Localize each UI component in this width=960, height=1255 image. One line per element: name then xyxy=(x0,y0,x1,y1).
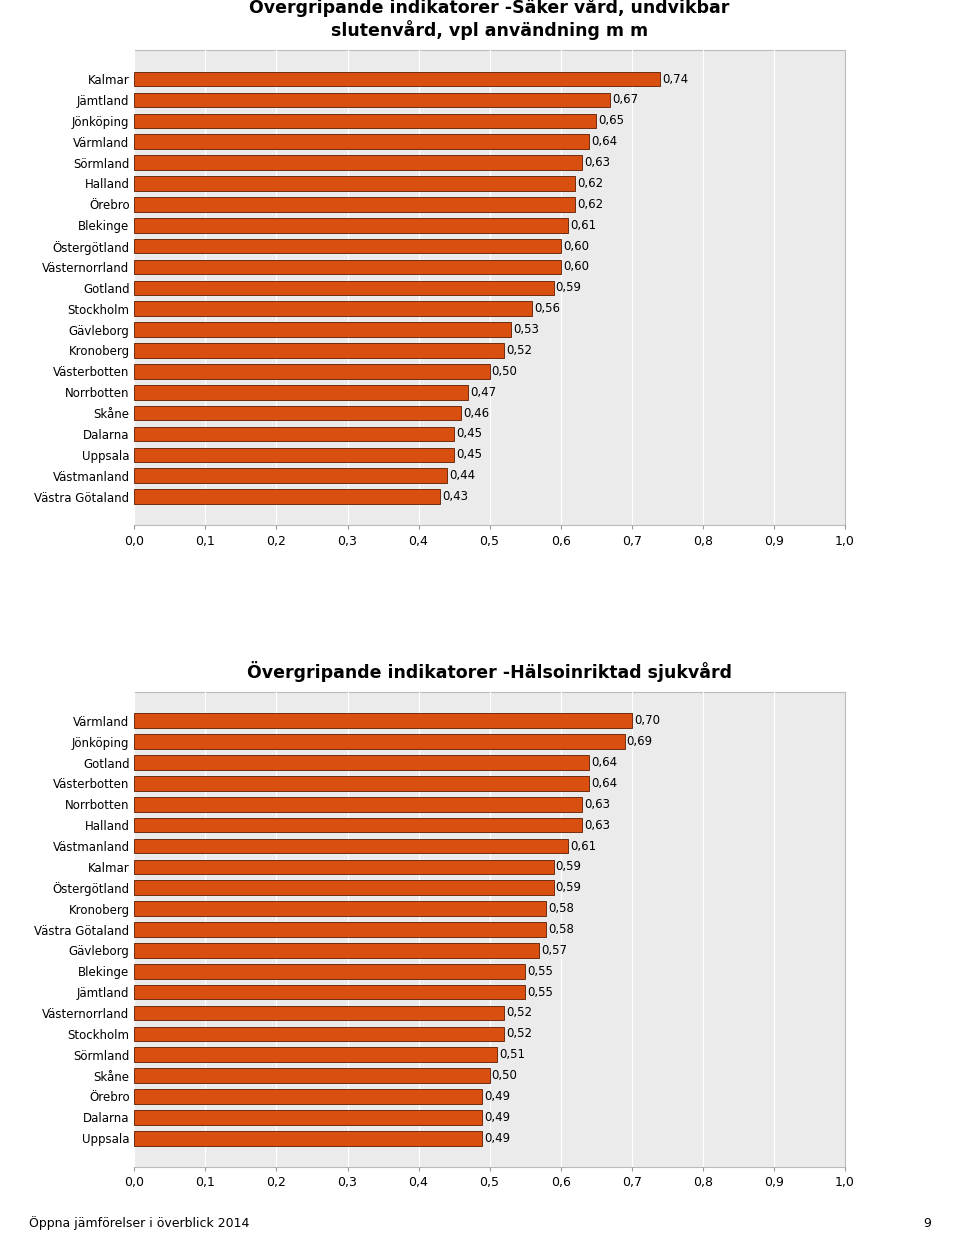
Bar xyxy=(134,1068,490,1083)
Text: 0,62: 0,62 xyxy=(577,177,603,190)
Text: 0,63: 0,63 xyxy=(584,156,611,169)
Bar xyxy=(134,1005,504,1020)
Text: 0,43: 0,43 xyxy=(442,491,468,503)
Bar xyxy=(134,838,567,853)
Bar xyxy=(134,385,468,399)
Text: 0,52: 0,52 xyxy=(506,344,532,356)
Bar xyxy=(134,364,490,379)
Text: 9: 9 xyxy=(924,1217,931,1230)
Text: 0,58: 0,58 xyxy=(548,902,574,915)
Text: 0,56: 0,56 xyxy=(535,302,561,315)
Text: 0,65: 0,65 xyxy=(598,114,624,127)
Bar xyxy=(134,218,567,232)
Bar xyxy=(134,260,561,275)
Bar xyxy=(134,713,632,728)
Text: 0,63: 0,63 xyxy=(584,798,611,811)
Text: 0,49: 0,49 xyxy=(485,1132,511,1145)
Title: Övergripande indikatorer -Hälsoinriktad sjukvård: Övergripande indikatorer -Hälsoinriktad … xyxy=(247,661,732,681)
Text: 0,60: 0,60 xyxy=(563,240,588,252)
Text: 0,74: 0,74 xyxy=(662,73,688,85)
Bar xyxy=(134,964,525,979)
Text: 0,53: 0,53 xyxy=(513,323,539,336)
Text: 0,67: 0,67 xyxy=(612,93,638,107)
Bar xyxy=(134,176,575,191)
Bar xyxy=(134,134,589,149)
Text: 0,59: 0,59 xyxy=(556,861,582,873)
Bar xyxy=(134,468,447,483)
Bar xyxy=(134,1111,483,1124)
Text: 0,51: 0,51 xyxy=(499,1048,525,1062)
Title: Övergripande indikatorer -Säker vård, undvikbar
slutenvård, vpl användning m m: Övergripande indikatorer -Säker vård, un… xyxy=(250,0,730,40)
Text: 0,59: 0,59 xyxy=(556,281,582,295)
Bar xyxy=(134,922,546,936)
Bar xyxy=(134,734,625,749)
Bar xyxy=(134,301,532,316)
Text: 0,49: 0,49 xyxy=(485,1091,511,1103)
Bar xyxy=(134,113,596,128)
Text: 0,63: 0,63 xyxy=(584,818,611,832)
Bar xyxy=(134,238,561,254)
Bar xyxy=(134,943,540,958)
Bar xyxy=(134,901,546,916)
Text: 0,70: 0,70 xyxy=(634,714,660,727)
Bar xyxy=(134,1131,483,1146)
Text: 0,60: 0,60 xyxy=(563,261,588,274)
Text: 0,61: 0,61 xyxy=(570,218,596,232)
Text: 0,46: 0,46 xyxy=(464,407,490,419)
Text: 0,45: 0,45 xyxy=(456,428,482,441)
Bar xyxy=(134,427,454,442)
Text: 0,55: 0,55 xyxy=(527,985,553,999)
Bar xyxy=(134,1048,496,1062)
Text: 0,52: 0,52 xyxy=(506,1007,532,1019)
Text: 0,61: 0,61 xyxy=(570,840,596,852)
Text: 0,57: 0,57 xyxy=(541,944,567,956)
Text: 0,59: 0,59 xyxy=(556,881,582,895)
Text: 0,64: 0,64 xyxy=(591,136,617,148)
Bar xyxy=(134,448,454,462)
Bar xyxy=(134,197,575,212)
Text: 0,50: 0,50 xyxy=(492,1069,517,1082)
Bar xyxy=(134,1027,504,1042)
Text: 0,45: 0,45 xyxy=(456,448,482,462)
Bar xyxy=(134,323,511,336)
Bar xyxy=(134,281,554,295)
Text: 0,44: 0,44 xyxy=(449,469,475,482)
Text: 0,64: 0,64 xyxy=(591,756,617,769)
Text: 0,49: 0,49 xyxy=(485,1111,511,1124)
Text: 0,55: 0,55 xyxy=(527,965,553,978)
Bar xyxy=(134,405,461,420)
Text: 0,62: 0,62 xyxy=(577,198,603,211)
Bar xyxy=(134,776,589,791)
Bar xyxy=(134,1089,483,1104)
Bar xyxy=(134,156,582,169)
Text: Öppna jämförelser i överblick 2014: Öppna jämförelser i överblick 2014 xyxy=(29,1216,250,1230)
Bar xyxy=(134,756,589,769)
Text: 0,47: 0,47 xyxy=(470,385,496,399)
Bar xyxy=(134,489,440,505)
Bar xyxy=(134,343,504,358)
Bar xyxy=(134,985,525,999)
Bar xyxy=(134,818,582,832)
Text: 0,52: 0,52 xyxy=(506,1028,532,1040)
Bar xyxy=(134,797,582,812)
Text: 0,50: 0,50 xyxy=(492,365,517,378)
Bar xyxy=(134,881,554,895)
Text: 0,58: 0,58 xyxy=(548,922,574,936)
Bar xyxy=(134,93,611,107)
Text: 0,69: 0,69 xyxy=(627,735,653,748)
Bar xyxy=(134,72,660,87)
Text: 0,64: 0,64 xyxy=(591,777,617,789)
Bar xyxy=(134,860,554,875)
